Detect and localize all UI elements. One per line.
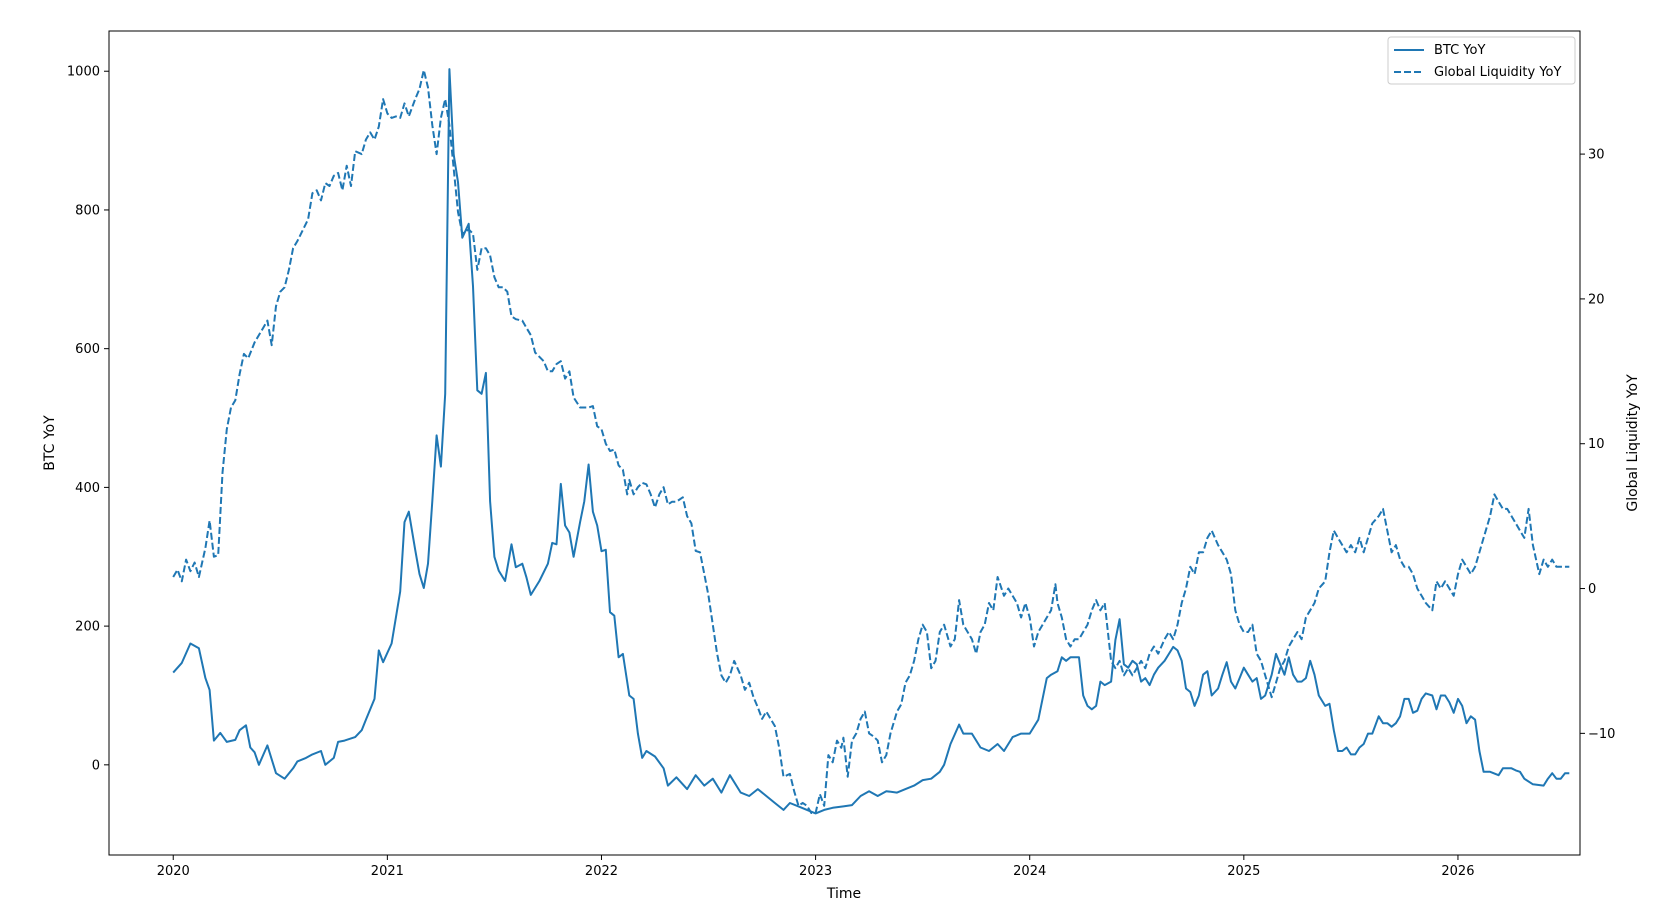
left-y-tick-label: 0 xyxy=(92,758,100,773)
legend-label-btc: BTC YoY xyxy=(1434,43,1485,58)
global-liquidity-yoy-line xyxy=(172,69,1570,814)
left-y-axis-ticks: 0 200 400 600 800 1000 xyxy=(67,65,109,773)
legend: BTC YoY Global Liquidity YoY xyxy=(1387,36,1576,85)
right-y-axis-ticks: −10 0 10 20 30 xyxy=(1580,148,1615,742)
x-axis-ticks: 2020 2021 2022 2023 2024 2025 2026 xyxy=(157,855,1474,879)
btc-yoy-line xyxy=(172,68,1570,815)
x-tick-label: 2021 xyxy=(371,864,404,879)
x-tick-label: 2026 xyxy=(1441,864,1474,879)
legend-label-liquidity: Global Liquidity YoY xyxy=(1434,65,1562,80)
right-y-tick-label: 0 xyxy=(1588,582,1596,597)
left-y-tick-label: 1000 xyxy=(67,65,100,80)
x-tick-label: 2020 xyxy=(157,864,190,879)
x-axis-label: Time xyxy=(826,886,861,902)
x-tick-label: 2024 xyxy=(1013,864,1046,879)
plot-frame xyxy=(108,30,1581,856)
x-tick-label: 2023 xyxy=(799,864,832,879)
right-y-tick-label: 20 xyxy=(1588,292,1605,307)
x-tick-label: 2025 xyxy=(1227,864,1260,879)
right-y-tick-label: 10 xyxy=(1588,437,1605,452)
plot-area xyxy=(109,31,1580,855)
right-y-tick-label: −10 xyxy=(1588,727,1615,742)
left-y-axis-label: BTC YoY xyxy=(42,415,58,471)
legend-box xyxy=(1387,36,1576,85)
left-y-tick-label: 800 xyxy=(75,203,100,218)
left-y-tick-label: 600 xyxy=(75,342,100,357)
left-y-tick-label: 200 xyxy=(75,620,100,635)
right-y-axis-label: Global Liquidity YoY xyxy=(1625,374,1641,512)
left-y-tick-label: 400 xyxy=(75,481,100,496)
series-lines xyxy=(172,68,1570,815)
x-tick-label: 2022 xyxy=(585,864,618,879)
right-y-tick-label: 30 xyxy=(1588,148,1605,163)
